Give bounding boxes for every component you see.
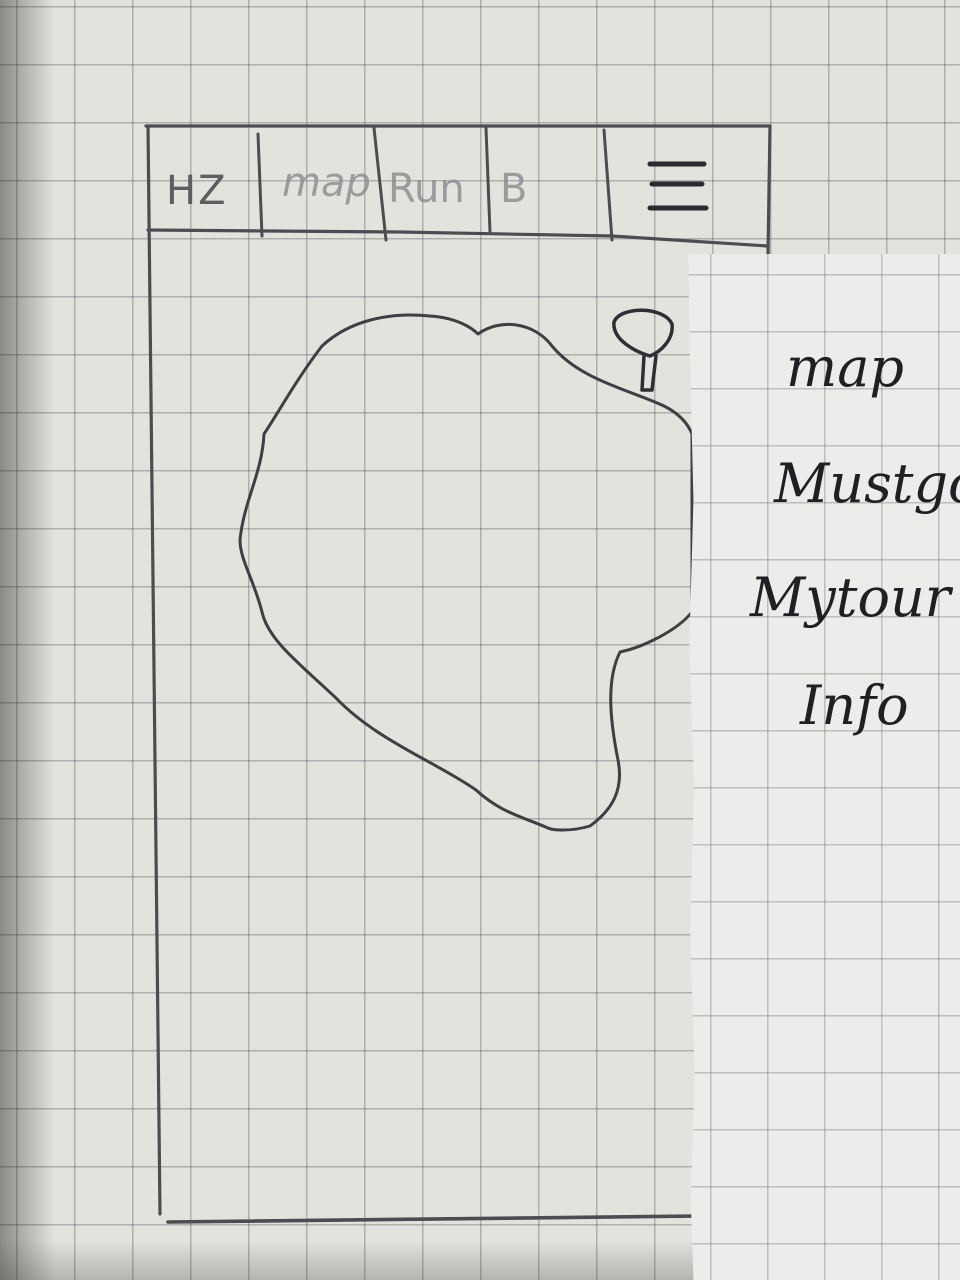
drawer-item-mustgo[interactable]: Mustgo [774, 452, 960, 515]
drawer-item-mytour[interactable]: Mytour [750, 566, 951, 629]
tab-hz[interactable]: HZ [166, 168, 228, 214]
phone-frame-left [146, 124, 162, 1216]
tab-divider-1 [256, 132, 264, 238]
drawer-item-map[interactable]: map [786, 336, 904, 399]
tab-map[interactable]: map [282, 160, 371, 206]
hamburger-menu-icon[interactable] [647, 161, 709, 211]
map-region-outline [238, 313, 694, 832]
tab-divider-3 [484, 126, 492, 234]
tab-run[interactable]: Run [388, 166, 465, 212]
phone-frame-right [766, 124, 772, 256]
tab-b[interactable]: B [500, 166, 528, 212]
phone-frame-bottom [166, 1214, 702, 1224]
drawer-item-info[interactable]: Info [800, 674, 909, 737]
map-pin-icon[interactable] [612, 308, 674, 392]
side-drawer-menu: map Mustgo Mytour Info [688, 254, 960, 1280]
tab-divider-4 [602, 128, 614, 242]
tab-divider-2 [372, 126, 388, 242]
page-shadow [0, 0, 55, 1280]
navbar-bottom-line [146, 228, 770, 248]
